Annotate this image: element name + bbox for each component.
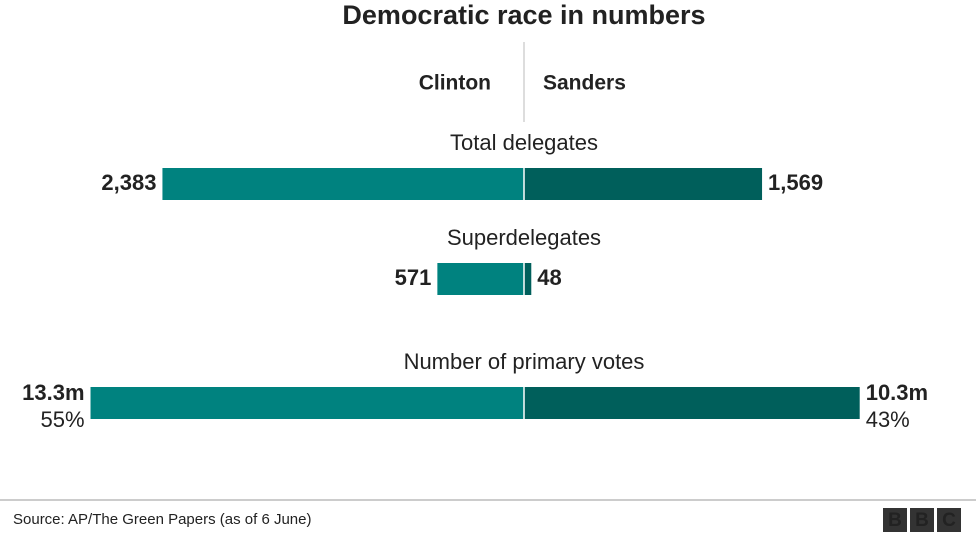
bar bbox=[437, 263, 524, 295]
value-label: 10.3m bbox=[866, 380, 928, 405]
value-label: 1,569 bbox=[768, 170, 823, 195]
share-label: 55% bbox=[40, 407, 84, 432]
logo-block bbox=[883, 508, 907, 532]
group-label: Total delegates bbox=[450, 130, 598, 155]
bar bbox=[524, 168, 763, 200]
group-label: Number of primary votes bbox=[404, 349, 645, 374]
legend-label: Clinton bbox=[419, 72, 491, 95]
bar bbox=[524, 387, 860, 419]
legend-label: Sanders bbox=[543, 72, 626, 95]
source: Source: AP/The Green Papers (as of 6 Jun… bbox=[13, 511, 312, 528]
value-label: 2,383 bbox=[101, 170, 156, 195]
logo-block bbox=[937, 508, 961, 532]
group-label: Superdelegates bbox=[447, 225, 601, 250]
value-label: 571 bbox=[395, 265, 432, 290]
logo-letter: B bbox=[915, 510, 929, 531]
share-label: 43% bbox=[866, 407, 910, 432]
bar bbox=[524, 263, 532, 295]
bar bbox=[90, 387, 524, 419]
value-label: 48 bbox=[537, 265, 561, 290]
bar bbox=[162, 168, 524, 200]
value-label: 13.3m bbox=[22, 380, 84, 405]
chart-title: Democratic race in numbers bbox=[342, 0, 705, 30]
logo-letter: C bbox=[942, 510, 956, 531]
logo-block bbox=[910, 508, 934, 532]
logo-letter: B bbox=[888, 510, 902, 531]
